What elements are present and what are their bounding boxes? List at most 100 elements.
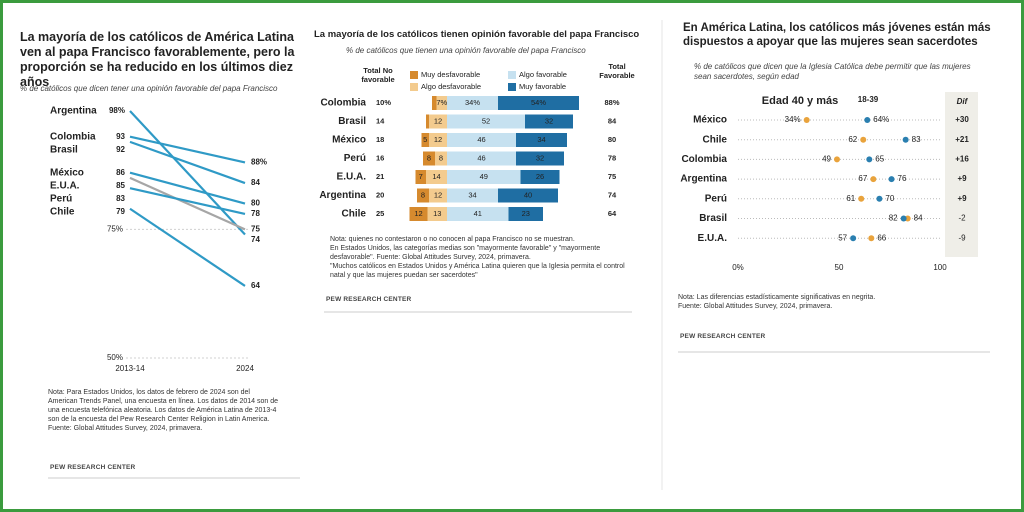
legend-label: Muy desfavorable — [421, 70, 480, 79]
bar-label: 8 — [427, 153, 431, 162]
bar-label: 32 — [536, 153, 544, 162]
category-label: México — [332, 135, 366, 146]
bar-segment — [516, 133, 567, 147]
category-label: Chile — [703, 134, 728, 145]
dot — [876, 195, 883, 202]
dot — [902, 136, 909, 143]
note: Nota: Para Estados Unidos, los datos de … — [48, 389, 278, 424]
chart-title: La mayoría de los católicos tienen opini… — [314, 29, 640, 40]
category-label: Argentina — [680, 174, 727, 185]
bar-segment — [436, 96, 447, 110]
bar-segment — [432, 96, 437, 110]
category-label: Brasil — [338, 116, 366, 127]
series-label: Argentina — [50, 106, 97, 117]
value-label: 61 — [846, 194, 855, 203]
note: Fuente: Global Attitudes Survey, 2024, p… — [678, 303, 833, 311]
bar-segment — [525, 114, 573, 129]
bar-label: 32 — [545, 116, 553, 125]
dif-column — [945, 92, 978, 257]
notes: Nota: Para Estados Unidos, los datos de … — [48, 388, 280, 433]
total-label: 88% — [604, 98, 619, 107]
slope-line — [129, 207, 246, 287]
value-label: 84 — [914, 214, 923, 223]
bar-segment — [415, 170, 426, 184]
value-label: 85 — [116, 181, 125, 190]
value-label: 83 — [912, 135, 921, 144]
series-label: Perú — [50, 193, 72, 204]
dot — [833, 156, 840, 163]
bar-label: 8 — [439, 153, 443, 162]
value-label: 82 — [889, 214, 898, 223]
bar-segment — [435, 151, 447, 166]
dot — [864, 117, 871, 123]
bar-segment — [426, 114, 429, 129]
bar-label: 49 — [480, 172, 488, 181]
value-label: 75 — [251, 224, 260, 233]
total-label: 64 — [608, 209, 617, 218]
value-label: 34% — [785, 115, 801, 124]
category-label: Perú — [344, 153, 366, 164]
total-label: 10% — [376, 98, 391, 107]
value-label: 78 — [251, 209, 260, 218]
legend-label: Muy favorable — [519, 82, 566, 91]
bar-segment — [498, 188, 558, 203]
value-label: 49 — [822, 155, 831, 164]
x-tick-label: 2013-14 — [115, 364, 145, 373]
bar-segment — [447, 151, 516, 166]
bar-label: 54% — [531, 98, 546, 107]
value-label: 88% — [251, 158, 267, 167]
value-label: 64 — [251, 281, 260, 290]
y-tick-label: 75% — [107, 224, 123, 233]
bar-label: 7 — [419, 172, 423, 181]
dot — [866, 156, 873, 163]
dif-label: +9 — [957, 194, 967, 203]
dot — [888, 176, 895, 183]
bar-label: 26 — [536, 172, 544, 181]
value-label: 76 — [898, 174, 907, 183]
bar-segment — [429, 114, 447, 129]
category-label: Chile — [342, 209, 367, 220]
legend-label: 18-39 — [858, 95, 879, 104]
series-label: México — [50, 167, 84, 178]
value-label: 80 — [251, 199, 260, 208]
bar-segment — [427, 207, 447, 221]
bar-label: 14 — [432, 172, 440, 181]
dif-label: +16 — [955, 155, 969, 164]
dot — [868, 235, 875, 242]
total-label: 75 — [608, 172, 616, 181]
value-label: 64% — [873, 115, 889, 124]
legend-swatch — [508, 71, 516, 79]
total-label: 20 — [376, 190, 384, 199]
x-tick-label: 50 — [835, 263, 844, 272]
value-label: 84 — [251, 178, 260, 187]
series-label: Colombia — [50, 131, 96, 142]
column-header: Total Favorable — [599, 62, 635, 80]
bar-label: 5 — [423, 135, 427, 144]
dot — [850, 235, 857, 242]
slope-line — [129, 135, 246, 164]
slope-line — [129, 187, 246, 215]
dif-label: -9 — [958, 233, 966, 242]
total-label: 14 — [376, 116, 385, 125]
x-tick-label: 0% — [732, 263, 744, 272]
dot — [870, 176, 877, 183]
total-label: 84 — [608, 116, 617, 125]
notes: Nota: quienes no contestaron o no conoce… — [330, 235, 630, 280]
dif-label: +9 — [957, 174, 967, 183]
bar-segment — [508, 207, 543, 221]
chart-subtitle: % de católicos que tienen una opinión fa… — [346, 46, 586, 55]
bar-label: 23 — [522, 209, 530, 218]
bar-label: 12 — [434, 135, 442, 144]
value-label: 92 — [116, 145, 125, 154]
value-label: 66 — [877, 233, 886, 242]
value-label: 98% — [109, 106, 125, 115]
chart-title: La mayoría de los católicos de América L… — [20, 30, 295, 89]
bar-label: 34 — [468, 190, 476, 199]
bar-segment — [498, 96, 579, 110]
bar-label: 34% — [465, 98, 480, 107]
legend-swatch — [508, 83, 516, 91]
bar-segment — [421, 133, 429, 147]
series-label: Brasil — [50, 144, 78, 155]
legend-label: Edad 40 y más — [762, 95, 838, 107]
